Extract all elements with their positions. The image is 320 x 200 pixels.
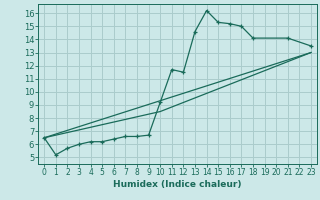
X-axis label: Humidex (Indice chaleur): Humidex (Indice chaleur) bbox=[113, 180, 242, 189]
